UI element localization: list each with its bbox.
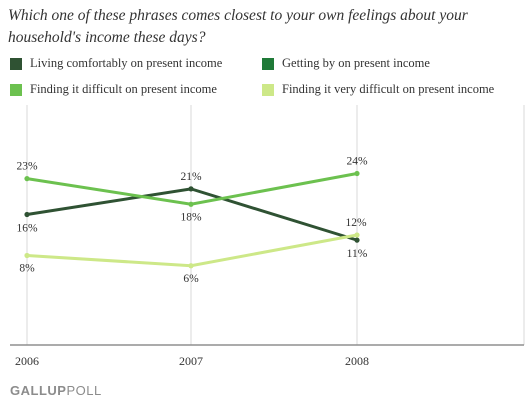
data-point-s3-2007 — [188, 263, 194, 269]
chart-legend: Living comfortably on present income Get… — [10, 54, 525, 98]
data-label-s2-2008: 24% — [346, 156, 368, 168]
data-label-s0-2007: 21% — [180, 171, 202, 183]
legend-label: Getting by on present income — [282, 56, 430, 70]
data-point-s3-2006 — [24, 252, 30, 259]
legend-swatch — [262, 57, 274, 70]
data-point-s2-2007 — [188, 201, 194, 207]
data-label-s3-2006: 8% — [19, 263, 35, 275]
legend-label: Living comfortably on present income — [30, 56, 223, 70]
data-point-s0-2006 — [24, 211, 30, 218]
line-chart: 20062007200816%21%11%49%53%52%23%18%24%8… — [10, 105, 525, 368]
data-point-s0-2007 — [188, 186, 194, 192]
data-point-s0-2008 — [354, 237, 360, 243]
legend-item-finding-very-difficult: Finding it very difficult on present inc… — [262, 82, 494, 97]
x-tick-label-2008: 2008 — [345, 354, 369, 368]
data-point-s2-2008 — [354, 170, 360, 177]
data-label-s0-2006: 16% — [16, 223, 38, 235]
legend-swatch — [262, 83, 274, 96]
data-label-s3-2008: 12% — [345, 217, 367, 229]
legend-item-finding-difficult: Finding it difficult on present income — [10, 82, 217, 97]
data-label-s3-2007: 6% — [183, 273, 199, 285]
series-line-3 — [26, 233, 358, 268]
data-point-s2-2006 — [24, 176, 30, 182]
legend-label: Finding it very difficult on present inc… — [282, 82, 495, 96]
legend-item-getting-by: Getting by on present income — [262, 56, 430, 71]
legend-swatch — [10, 57, 22, 70]
brand-part-2: POLL — [66, 383, 102, 398]
legend-item-living-comfortably: Living comfortably on present income — [10, 56, 222, 71]
data-label-s2-2006: 23% — [16, 161, 38, 173]
x-tick-label-2006: 2006 — [15, 354, 39, 368]
legend-swatch — [10, 83, 22, 96]
brand-part-1: GALLUP — [10, 383, 67, 398]
chart-title: Which one of these phrases comes closest… — [8, 7, 468, 46]
data-label-s2-2007: 18% — [180, 211, 202, 223]
data-label-s0-2008: 11% — [347, 248, 368, 260]
legend-label: Finding it difficult on present income — [30, 82, 217, 96]
x-tick-label-2007: 2007 — [179, 354, 203, 368]
gallup-poll-logo: GALLUPPOLL — [10, 383, 102, 398]
data-point-s3-2008 — [354, 232, 360, 238]
